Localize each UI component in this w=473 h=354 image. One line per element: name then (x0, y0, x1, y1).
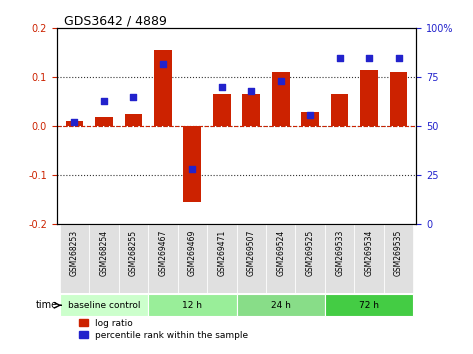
Text: GSM269507: GSM269507 (247, 230, 256, 276)
Point (307, 112, 314, 118)
Text: 12 h: 12 h (182, 301, 202, 310)
Bar (301, 112, 319, 126)
Point (70, 120, 78, 125)
Text: GSM268254: GSM268254 (99, 230, 108, 276)
Point (277, 79, 284, 84)
FancyBboxPatch shape (119, 224, 148, 293)
Bar (360, 70, 378, 126)
FancyBboxPatch shape (325, 294, 413, 316)
Bar (390, 73, 407, 126)
FancyBboxPatch shape (177, 224, 207, 293)
FancyBboxPatch shape (354, 224, 384, 293)
Text: GSM269467: GSM269467 (158, 230, 167, 276)
Point (130, 94, 137, 100)
Text: GDS3642 / 4889: GDS3642 / 4889 (64, 14, 167, 27)
Bar (272, 73, 289, 126)
FancyBboxPatch shape (236, 294, 325, 316)
FancyBboxPatch shape (325, 224, 354, 293)
Point (365, 55, 373, 61)
Text: GSM269469: GSM269469 (188, 230, 197, 276)
FancyBboxPatch shape (89, 224, 119, 293)
Text: GSM269525: GSM269525 (306, 230, 315, 276)
Text: GSM268255: GSM268255 (129, 230, 138, 276)
Point (395, 55, 403, 61)
Point (189, 167, 196, 172)
FancyBboxPatch shape (148, 294, 236, 316)
Text: GSM269535: GSM269535 (394, 230, 403, 276)
Bar (331, 95, 349, 126)
Text: GSM269524: GSM269524 (276, 230, 285, 276)
FancyBboxPatch shape (384, 224, 413, 293)
Text: time: time (36, 300, 58, 310)
Bar (154, 50, 172, 126)
Bar (95, 116, 113, 126)
Bar (184, 126, 201, 202)
FancyBboxPatch shape (207, 224, 236, 293)
FancyBboxPatch shape (296, 224, 325, 293)
FancyBboxPatch shape (60, 294, 148, 316)
Text: baseline control: baseline control (68, 301, 140, 310)
Point (247, 88, 255, 94)
Legend: log ratio, percentile rank within the sample: log ratio, percentile rank within the sa… (79, 319, 249, 340)
FancyBboxPatch shape (266, 224, 296, 293)
Point (159, 61, 166, 67)
Text: GSM269471: GSM269471 (217, 230, 226, 276)
Point (218, 84, 226, 90)
FancyBboxPatch shape (148, 224, 177, 293)
Text: GSM269534: GSM269534 (365, 230, 374, 276)
Text: GSM269533: GSM269533 (335, 230, 344, 276)
Bar (124, 114, 142, 126)
FancyBboxPatch shape (236, 224, 266, 293)
Bar (66, 121, 83, 126)
Point (336, 55, 343, 61)
Text: 72 h: 72 h (359, 301, 379, 310)
Bar (242, 95, 260, 126)
Text: 24 h: 24 h (271, 301, 290, 310)
Text: GSM268253: GSM268253 (70, 230, 79, 276)
FancyBboxPatch shape (60, 224, 89, 293)
Bar (213, 95, 231, 126)
Point (100, 98, 108, 104)
